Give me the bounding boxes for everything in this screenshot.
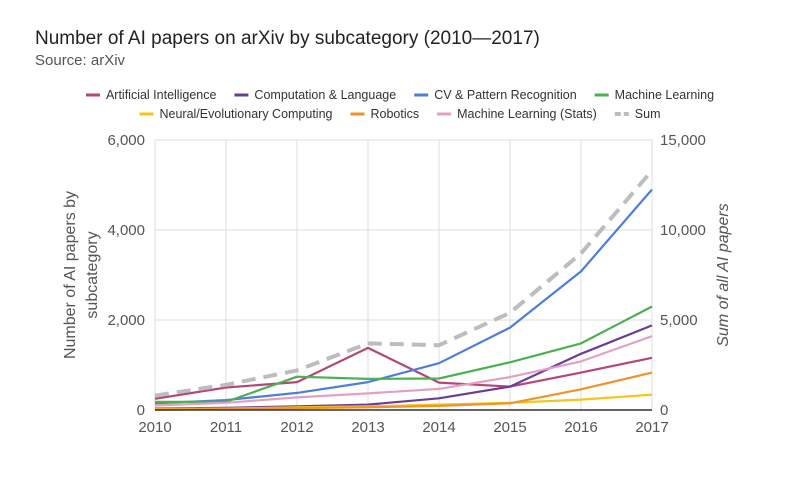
y2-tick-label: 15,000: [660, 132, 706, 149]
legend-label: Robotics: [371, 107, 420, 121]
y2-tick-label: 10,000: [660, 222, 706, 239]
x-tick-label: 2016: [564, 419, 597, 436]
legend-label: Machine Learning: [615, 88, 714, 102]
chart-title: Number of AI papers on arXiv by subcateg…: [35, 28, 540, 49]
legend-label: Computation & Language: [254, 88, 396, 102]
y2-tick-label: 5,000: [660, 312, 698, 329]
x-tick-label: 2017: [635, 419, 668, 436]
y-tick-label: 0: [137, 402, 145, 419]
y-tick-label: 6,000: [107, 132, 145, 149]
chart-subtitle: Source: arXiv: [35, 52, 126, 69]
x-tick-label: 2013: [351, 419, 384, 436]
y-tick-label: 4,000: [107, 222, 145, 239]
x-tick-label: 2010: [138, 419, 171, 436]
x-tick-label: 2015: [493, 419, 526, 436]
y2-tick-label: 0: [660, 402, 668, 419]
legend-label: CV & Pattern Recognition: [434, 88, 576, 102]
y2-axis-title: Sum of all AI papers: [715, 203, 732, 346]
legend-label: Machine Learning (Stats): [457, 107, 597, 121]
series-line-robotics: [154, 371, 653, 411]
series-line-cv-pattern-recognition: [154, 188, 653, 405]
gridlines: [154, 139, 653, 411]
series-line-computation-language: [154, 324, 653, 410]
series-line-machine-learning-stats: [154, 335, 653, 407]
series-lines: [154, 169, 654, 411]
legend-label: Neural/Evolutionary Computing: [159, 107, 332, 121]
series-line-sum: [154, 169, 654, 398]
legend: Artificial Intelligence Computation & Lan…: [85, 88, 714, 121]
y-tick-label: 2,000: [107, 312, 145, 329]
axes: 2010 2011 2012 2013 2014 2015 2016 201702,0004,…: [62, 132, 732, 436]
series-line-artificial-intelligence: [154, 346, 653, 400]
x-tick-label: 2012: [280, 419, 313, 436]
legend-label: Sum: [635, 107, 661, 121]
legend-label: Artificial Intelligence: [106, 88, 217, 102]
series-line-machine-learning: [155, 305, 653, 403]
x-tick-label: 2014: [422, 419, 455, 436]
y-axis-title: Number of AI papers by subcategory: [62, 191, 101, 359]
x-tick-label: 2011: [210, 419, 242, 436]
